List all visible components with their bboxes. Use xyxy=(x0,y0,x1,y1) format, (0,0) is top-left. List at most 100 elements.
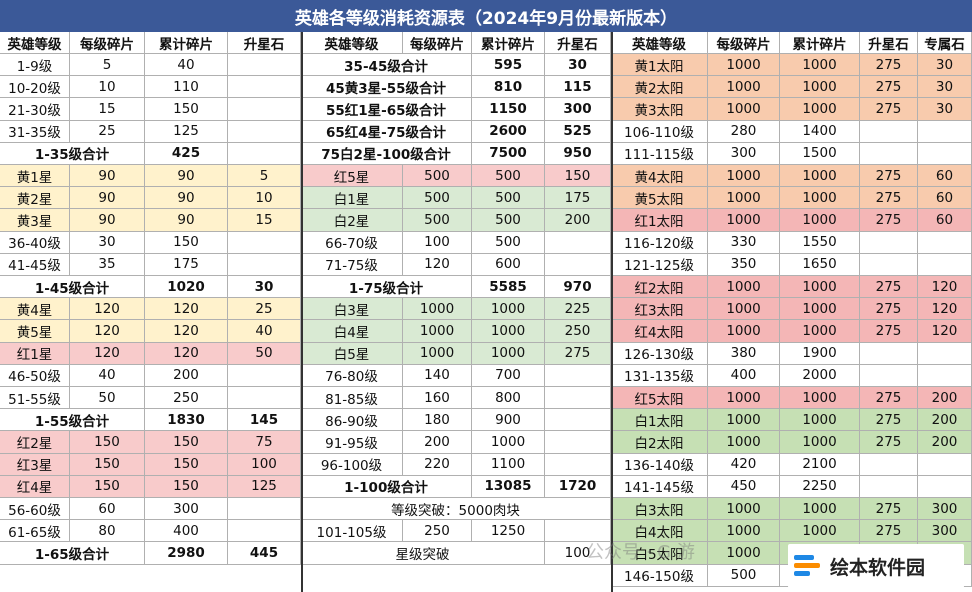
table-cell xyxy=(918,120,972,143)
table-cell: 120 xyxy=(70,320,145,343)
table-cell xyxy=(228,520,301,543)
row-label: 21-30级 xyxy=(0,98,70,121)
total-value: 145 xyxy=(228,409,301,432)
table-cell: 300 xyxy=(708,142,780,165)
table-cell: 1000 xyxy=(780,209,860,232)
column-header: 英雄等级 xyxy=(0,32,70,54)
row-label: 141-145级 xyxy=(611,475,708,498)
total-value: 950 xyxy=(545,142,611,165)
total-value: 30 xyxy=(545,54,611,77)
table-cell: 125 xyxy=(228,475,301,498)
total-value xyxy=(228,142,301,165)
table-cell: 275 xyxy=(860,54,918,77)
table-cell: 35 xyxy=(70,253,145,276)
column-header: 累计碎片 xyxy=(472,32,545,54)
table-cell: 1000 xyxy=(780,165,860,188)
column-header: 累计碎片 xyxy=(145,32,228,54)
row-label: 白4太阳 xyxy=(611,520,708,543)
total-label: 75白2星-100级合计 xyxy=(301,142,472,165)
row-label: 51-55级 xyxy=(0,387,70,410)
table-cell: 1000 xyxy=(780,76,860,99)
table-cell xyxy=(545,364,611,387)
total-value: 5585 xyxy=(472,276,545,299)
table-cell: 100 xyxy=(228,453,301,476)
table-cell: 1500 xyxy=(780,142,860,165)
row-label: 36-40级 xyxy=(0,231,70,254)
table-cell: 275 xyxy=(860,76,918,99)
row-label: 黄2星 xyxy=(0,187,70,210)
total-label: 1-100级合计 xyxy=(301,475,472,498)
table-cell: 90 xyxy=(70,209,145,232)
table-cell xyxy=(228,120,301,143)
table-cell xyxy=(228,54,301,77)
row-label: 白1星 xyxy=(301,187,403,210)
column-header: 每级碎片 xyxy=(708,32,780,54)
table-cell: 150 xyxy=(145,475,228,498)
total-value: 810 xyxy=(472,76,545,99)
table-cell: 1000 xyxy=(472,431,545,454)
table-cell: 1000 xyxy=(780,431,860,454)
table-cell: 1900 xyxy=(780,342,860,365)
total-value: 1150 xyxy=(472,98,545,121)
row-label: 红3太阳 xyxy=(611,298,708,321)
table-cell: 500 xyxy=(403,209,472,232)
table-cell xyxy=(545,431,611,454)
breakthrough-note: 星级突破 xyxy=(301,542,545,565)
table-cell: 120 xyxy=(145,342,228,365)
table-cell: 380 xyxy=(708,342,780,365)
table-cell: 500 xyxy=(708,564,780,587)
total-value: 970 xyxy=(545,276,611,299)
row-label: 白3太阳 xyxy=(611,498,708,521)
total-value: 13085 xyxy=(472,475,545,498)
table-cell: 140 xyxy=(403,364,472,387)
table-cell: 1000 xyxy=(708,298,780,321)
table-cell: 175 xyxy=(545,187,611,210)
row-label: 白5太阳 xyxy=(611,542,708,565)
table-cell: 1400 xyxy=(780,120,860,143)
row-label: 71-75级 xyxy=(301,253,403,276)
table-cell xyxy=(918,453,972,476)
table-cell: 90 xyxy=(145,165,228,188)
table-cell: 40 xyxy=(70,364,145,387)
column-header: 专属石 xyxy=(918,32,972,54)
table-cell: 40 xyxy=(228,320,301,343)
table-cell: 150 xyxy=(145,431,228,454)
row-label: 131-135级 xyxy=(611,364,708,387)
table-cell: 1250 xyxy=(472,520,545,543)
table-cell xyxy=(918,231,972,254)
row-label: 106-110级 xyxy=(611,120,708,143)
row-label: 66-70级 xyxy=(301,231,403,254)
column-header: 英雄等级 xyxy=(301,32,403,54)
table-cell: 1100 xyxy=(472,453,545,476)
table-cell: 120 xyxy=(70,342,145,365)
table-cell: 150 xyxy=(145,98,228,121)
table-cell xyxy=(228,76,301,99)
table-cell: 1000 xyxy=(708,431,780,454)
column-header: 每级碎片 xyxy=(403,32,472,54)
table-cell xyxy=(545,520,611,543)
table-cell: 1000 xyxy=(708,320,780,343)
row-label: 黄5太阳 xyxy=(611,187,708,210)
table-cell: 30 xyxy=(918,54,972,77)
table-cell: 1000 xyxy=(708,54,780,77)
table-cell: 300 xyxy=(918,520,972,543)
total-label: 1-45级合计 xyxy=(0,276,145,299)
table-cell: 175 xyxy=(145,253,228,276)
total-label: 1-65级合计 xyxy=(0,542,145,565)
row-label: 146-150级 xyxy=(611,564,708,587)
total-value: 7500 xyxy=(472,142,545,165)
logo-text: 绘本软件园 xyxy=(830,556,926,579)
table-cell: 1000 xyxy=(780,387,860,410)
total-value: 425 xyxy=(145,142,228,165)
table-cell: 275 xyxy=(860,387,918,410)
row-label: 红2太阳 xyxy=(611,276,708,299)
row-label: 黄4星 xyxy=(0,298,70,321)
table-cell xyxy=(860,142,918,165)
row-label: 红5太阳 xyxy=(611,387,708,410)
table-cell: 150 xyxy=(70,431,145,454)
table-cell xyxy=(860,253,918,276)
table-cell: 1000 xyxy=(472,298,545,321)
row-label: 黄5星 xyxy=(0,320,70,343)
table-cell: 275 xyxy=(860,298,918,321)
table-cell: 220 xyxy=(403,453,472,476)
